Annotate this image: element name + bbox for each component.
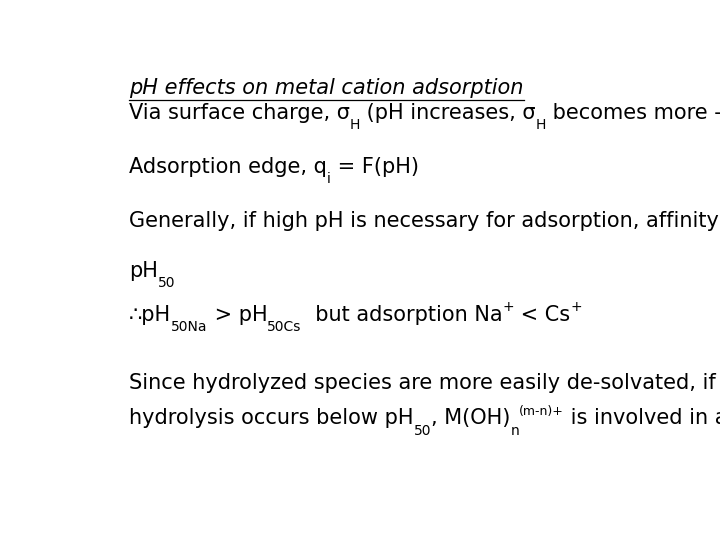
Text: i: i — [327, 172, 330, 186]
Text: 50: 50 — [413, 424, 431, 438]
Text: +: + — [503, 300, 514, 314]
Text: Generally, if high pH is necessary for adsorption, affinity low: Generally, if high pH is necessary for a… — [129, 211, 720, 231]
Text: ∴pH: ∴pH — [129, 305, 171, 325]
Text: pH: pH — [129, 261, 158, 281]
Text: becomes more -): becomes more -) — [546, 103, 720, 123]
Text: Adsorption edge, q: Adsorption edge, q — [129, 157, 327, 177]
Text: hydrolysis occurs below pH: hydrolysis occurs below pH — [129, 408, 413, 428]
Text: 50Na: 50Na — [171, 320, 207, 334]
Text: pH effects on metal cation adsorption: pH effects on metal cation adsorption — [129, 78, 523, 98]
Text: = F(pH): = F(pH) — [330, 157, 419, 177]
Text: H: H — [350, 118, 360, 132]
Text: (m-n)+: (m-n)+ — [519, 406, 564, 419]
Text: Via surface charge, σ: Via surface charge, σ — [129, 103, 350, 123]
Text: H: H — [536, 118, 546, 132]
Text: (pH increases, σ: (pH increases, σ — [360, 103, 536, 123]
Text: < Cs: < Cs — [514, 305, 570, 325]
Text: +: + — [570, 300, 582, 314]
Text: 50: 50 — [158, 276, 176, 291]
Text: , M(OH): , M(OH) — [431, 408, 510, 428]
Text: is involved in adsorption process: is involved in adsorption process — [564, 408, 720, 428]
Text: Since hydrolyzed species are more easily de-solvated, if appreciable: Since hydrolyzed species are more easily… — [129, 373, 720, 393]
Text: > pH: > pH — [207, 305, 267, 325]
Text: but adsorption Na: but adsorption Na — [302, 305, 503, 325]
Text: 50Cs: 50Cs — [267, 320, 302, 334]
Text: n: n — [510, 424, 519, 438]
